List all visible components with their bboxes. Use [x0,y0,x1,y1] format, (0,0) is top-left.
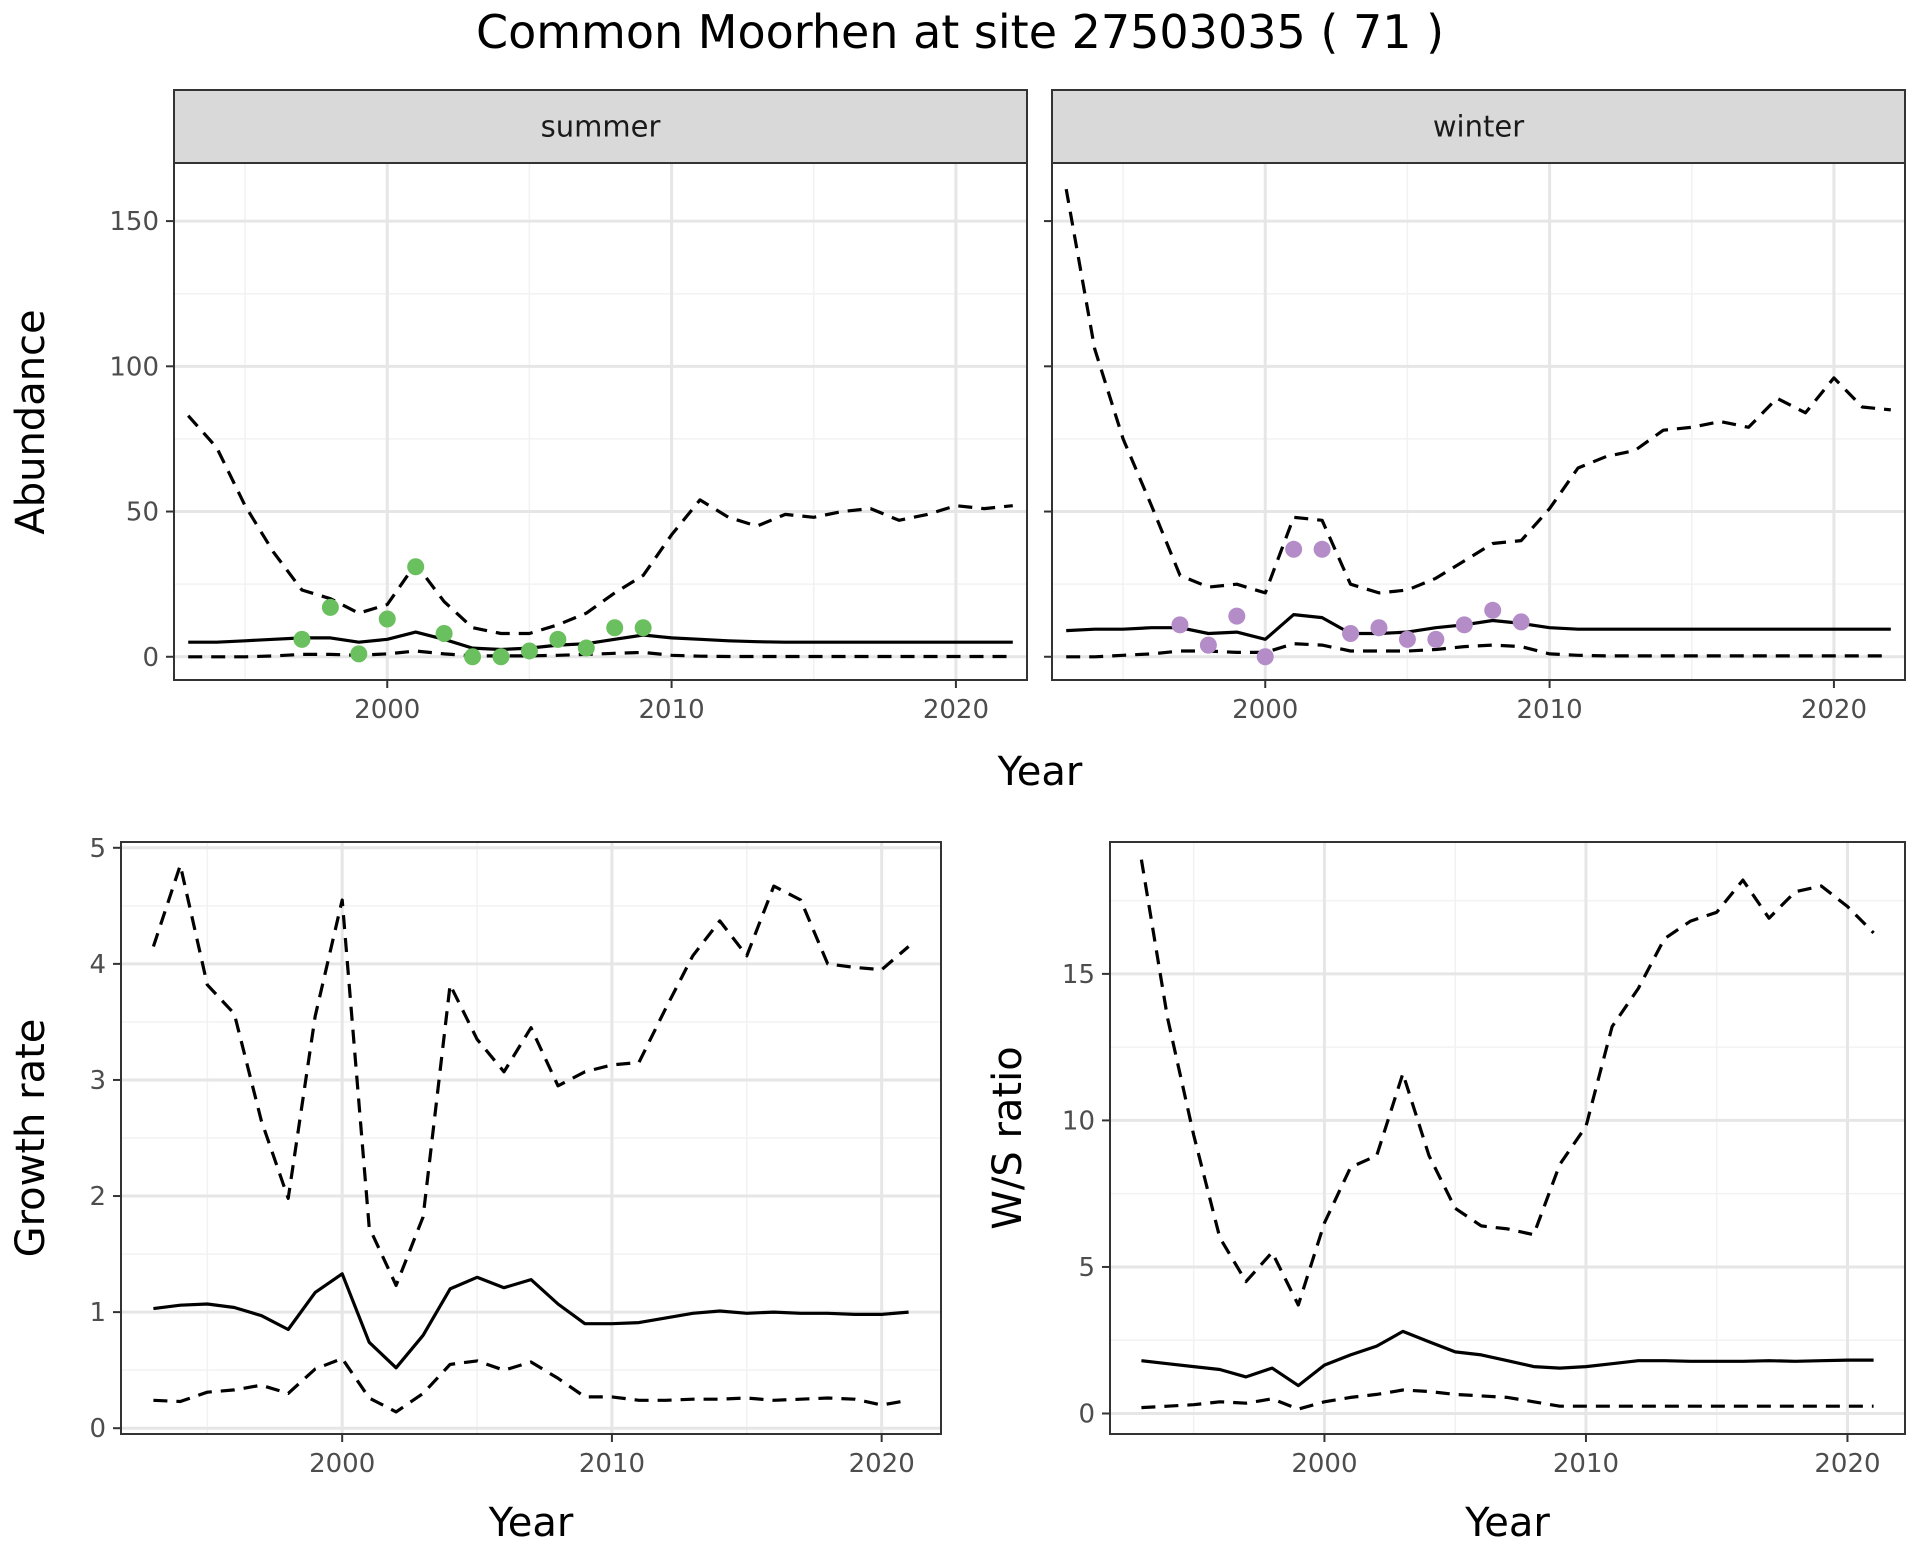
top-x-axis-title: Year [997,749,1083,795]
data-point [1455,616,1473,634]
x-tick-label: 2000 [1232,695,1298,725]
x-tick-label: 2000 [309,1449,375,1479]
data-point [293,630,311,648]
plot-area-winter [1052,163,1905,680]
facet-strip-winter [1051,89,1906,164]
series-line-estimate [1141,1329,1874,1388]
data-point [634,619,652,637]
plot-area-ratio [1110,842,1905,1434]
y-tick-label: 5 [1078,1253,1095,1283]
series-line-lower [1141,1388,1874,1411]
x-tick-label: 2010 [1516,695,1582,725]
data-point [1171,616,1189,634]
y-tick-label: 10 [1062,1106,1095,1136]
data-point [606,619,624,637]
panel-border-ratio [1109,841,1906,1435]
facet-strip-label-summer: summer [541,110,661,144]
data-point [1484,601,1502,619]
data-point [1398,630,1416,648]
data-point [520,642,538,660]
data-point [1256,648,1274,666]
figure-title: Common Moorhen at site 27503035 ( 71 ) [476,5,1444,59]
y-tick-label: 2 [89,1182,106,1212]
plot-area-summer [174,163,1027,680]
series-line-upper [1064,188,1891,595]
x-tick-label: 2010 [638,695,704,725]
y-tick-label: 4 [89,950,106,980]
data-point [1228,607,1246,625]
data-point [350,645,368,663]
data-point [549,630,567,648]
y-axis-title-ratio: W/S ratio [985,1046,1031,1229]
panel-summer: summer 2000 2010 2020 0 50 100 150 Abundance [8,89,1028,725]
y-tick-label: 50 [126,498,159,528]
y-tick-label: 0 [89,1414,106,1444]
x-tick-label: 2020 [849,1449,915,1479]
panel-ratio: 2000 2010 2020 0 5 10 15 W/S ratio Year [985,841,1906,1546]
series-line-lower [1066,642,1891,659]
y-tick-label: 0 [1078,1399,1095,1429]
panel-winter: winter 2000 2010 2020 [1044,89,1906,725]
y-tick-label: 5 [89,834,106,864]
y-axis-title-summer: Abundance [8,309,54,534]
data-point [435,625,453,643]
x-tick-label: 2020 [923,695,989,725]
data-point [1427,630,1445,648]
data-point [1285,540,1303,558]
data-point [1199,636,1217,654]
data-point [1512,613,1530,631]
series-line-estimate [153,1272,909,1370]
panel-growth: 2000 2010 2020 0 1 2 3 4 5 Growth rate Year [8,834,942,1546]
series-line-upper [151,863,910,1288]
data-point [321,598,339,616]
data-point [464,648,482,666]
y-axis-title-growth: Growth rate [8,1019,54,1258]
facet-strip-summer [173,89,1028,164]
x-axis-title-ratio: Year [1464,1500,1550,1546]
data-point [1342,625,1360,643]
y-tick-label: 150 [109,207,159,237]
series-line-lower [153,1356,909,1414]
x-tick-label: 2000 [1291,1449,1357,1479]
data-point [407,558,425,576]
facet-strip-label-winter: winter [1433,110,1524,144]
x-tick-label: 2020 [1814,1449,1880,1479]
series-line-estimate [1066,612,1891,641]
x-tick-label: 2010 [579,1449,645,1479]
data-point [1313,540,1331,558]
series-line-estimate [188,630,1013,652]
y-tick-label: 100 [109,352,159,382]
x-axis-title-growth: Year [488,1500,574,1546]
y-tick-label: 1 [89,1298,106,1328]
y-tick-label: 15 [1062,960,1095,990]
y-tick-label: 0 [142,643,159,673]
data-point [577,639,595,657]
x-tick-label: 2010 [1553,1449,1619,1479]
series-line-upper [187,414,1013,636]
y-tick-label: 3 [89,1066,106,1096]
panel-border-growth [120,841,942,1435]
data-point [492,648,510,666]
x-tick-label: 2020 [1801,695,1867,725]
x-tick-label: 2000 [354,695,420,725]
data-point [378,610,396,628]
data-point [1370,619,1388,637]
series-line-upper [1139,859,1875,1307]
